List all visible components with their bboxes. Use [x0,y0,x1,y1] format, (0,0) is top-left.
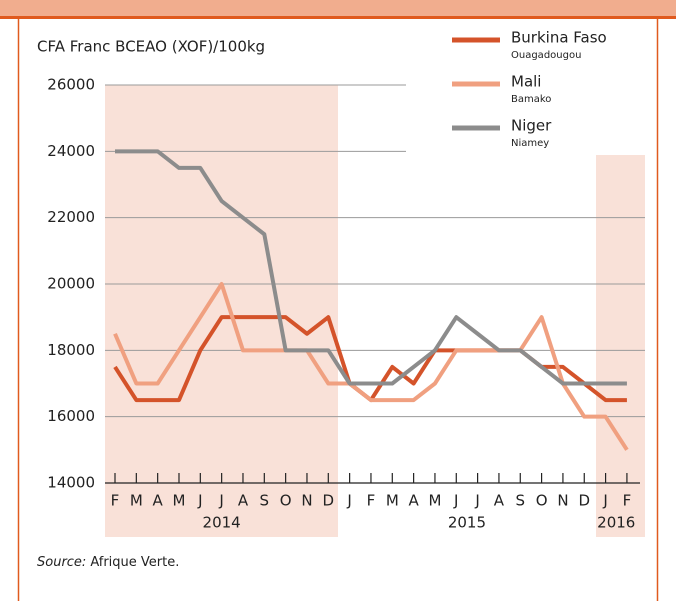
x-tick-label: J [197,492,202,510]
year-label: 2015 [448,514,486,532]
legend-label: Niger [511,117,552,135]
series-line [113,282,629,451]
y-tick-label: 26000 [47,76,95,94]
series-line [115,149,627,386]
x-tick-label: M [130,492,143,510]
x-tick-label: F [111,492,120,510]
x-tick-label: O [280,492,292,510]
x-tick-label: N [557,492,568,510]
y-tick-label: 16000 [47,407,95,425]
x-tick-label: A [408,492,419,510]
legend-sublabel: Ouagadougou [511,50,581,61]
x-tick-label: O [536,492,548,510]
x-tick-label: A [494,492,505,510]
x-tick-label: F [623,492,632,510]
shade-2014 [105,85,338,537]
legend-background [406,24,646,152]
x-tick-label: J [474,492,479,510]
header-band [0,0,676,16]
legend-sublabel: Niamey [511,138,549,149]
x-tick-label: D [578,492,590,510]
x-tick-label: A [153,492,164,510]
legend-label: Burkina Faso [511,29,607,47]
header-rule [0,16,676,19]
year-label: 2016 [597,514,635,532]
x-tick-label: F [367,492,376,510]
shade-2016 [596,155,645,537]
legend-label: Mali [511,73,541,91]
x-tick-label: D [323,492,335,510]
x-tick-label: M [428,492,441,510]
x-tick-label: A [238,492,249,510]
source: Source: Afrique Verte. [37,555,179,570]
x-tick-label: M [386,492,399,510]
x-tick-label: J [602,492,607,510]
source-label: Source: [37,555,86,570]
x-tick-label: N [301,492,312,510]
x-tick-label: J [453,492,458,510]
x-tick-label: M [173,492,186,510]
y-tick-label: 18000 [47,341,95,359]
y-axis-label: CFA Franc BCEAO (XOF)/100kg [37,38,265,56]
x-tick-label: S [260,492,270,510]
y-tick-label: 24000 [47,142,95,160]
year-label: 2014 [203,514,241,532]
y-tick-label: 22000 [47,208,95,226]
legend-sublabel: Bamako [511,94,551,105]
y-tick-label: 14000 [47,474,95,492]
y-tick-label: 20000 [47,275,95,293]
x-tick-label: J [218,492,223,510]
x-tick-label: S [516,492,526,510]
x-tick-label: J [346,492,351,510]
source-text: Afrique Verte. [90,555,179,570]
